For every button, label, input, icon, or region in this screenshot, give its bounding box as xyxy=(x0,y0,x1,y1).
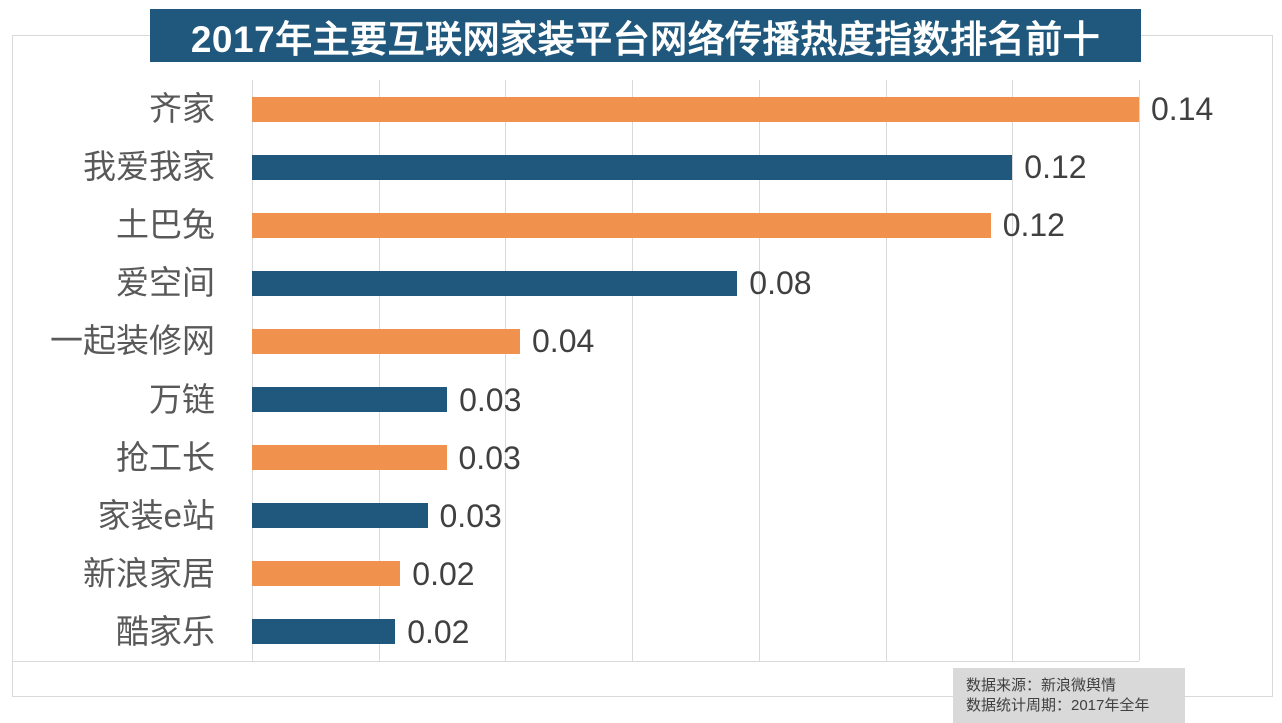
bar-row: 家装e站 0.03 xyxy=(0,487,1282,545)
bar xyxy=(252,154,1013,180)
gridline xyxy=(885,80,887,661)
value-label: 0.14 xyxy=(1151,91,1214,127)
gridline xyxy=(758,80,760,661)
bar-row: 酷家乐 0.02 xyxy=(0,603,1282,661)
bar xyxy=(252,96,1139,122)
data-source-box: 数据来源：新浪微舆情 数据统计周期：2017年全年 xyxy=(953,668,1185,723)
category-axis-line xyxy=(12,661,1139,662)
gridline xyxy=(378,80,380,661)
value-label: 0.02 xyxy=(412,555,475,592)
chart-title-banner: 2017年主要互联网家装平台网络传播热度指数排名前十 xyxy=(150,9,1141,62)
bar-row: 一起装修网 0.04 xyxy=(0,312,1282,370)
category-label: 万链 xyxy=(149,380,215,418)
bar-row: 抢工长 0.03 xyxy=(0,429,1282,487)
gridline xyxy=(1012,80,1014,661)
chart-title: 2017年主要互联网家装平台网络传播热度指数排名前十 xyxy=(190,18,1101,60)
data-period-text: 数据统计周期：2017年全年 xyxy=(966,697,1150,714)
bar-row: 新浪家居 0.02 xyxy=(0,545,1282,603)
category-label: 酷家乐 xyxy=(116,612,215,650)
bar xyxy=(252,387,448,412)
bar xyxy=(252,270,738,296)
value-label: 0.04 xyxy=(532,323,595,360)
gridline xyxy=(252,80,253,661)
category-label: 我爱我家 xyxy=(83,148,215,186)
plot-area xyxy=(252,80,1140,661)
category-label: 齐家 xyxy=(149,90,215,127)
value-label: 0.12 xyxy=(1024,149,1087,186)
value-label: 0.12 xyxy=(1002,207,1065,244)
category-label: 新浪家居 xyxy=(83,554,215,592)
bar xyxy=(252,328,520,354)
category-label: 一起装修网 xyxy=(50,322,215,360)
value-label: 0.08 xyxy=(749,265,812,302)
data-source-text: 数据来源：新浪微舆情 xyxy=(966,677,1117,694)
gridline xyxy=(1139,80,1140,661)
gridline xyxy=(632,80,634,661)
value-label: 0.03 xyxy=(459,381,522,418)
bar xyxy=(252,445,447,471)
bar-row: 齐家 0.14 xyxy=(0,80,1282,138)
category-label: 爱空间 xyxy=(116,264,215,302)
gridline xyxy=(505,80,507,661)
category-label: 抢工长 xyxy=(116,438,215,476)
bar-row: 土巴兔 0.12 xyxy=(0,196,1282,254)
bar-row: 我爱我家 0.12 xyxy=(0,138,1282,196)
bar xyxy=(252,561,401,587)
chart-frame xyxy=(12,35,1273,697)
value-label: 0.02 xyxy=(407,613,470,650)
bar-row: 爱空间 0.08 xyxy=(0,254,1282,312)
value-label: 0.03 xyxy=(439,497,502,534)
bar-row: 万链 0.03 xyxy=(0,371,1282,429)
bar xyxy=(252,503,428,529)
value-label: 0.03 xyxy=(458,439,521,476)
bar xyxy=(252,619,396,645)
bar xyxy=(252,212,991,238)
category-label: 家装e站 xyxy=(97,496,215,534)
category-label: 土巴兔 xyxy=(116,206,215,244)
